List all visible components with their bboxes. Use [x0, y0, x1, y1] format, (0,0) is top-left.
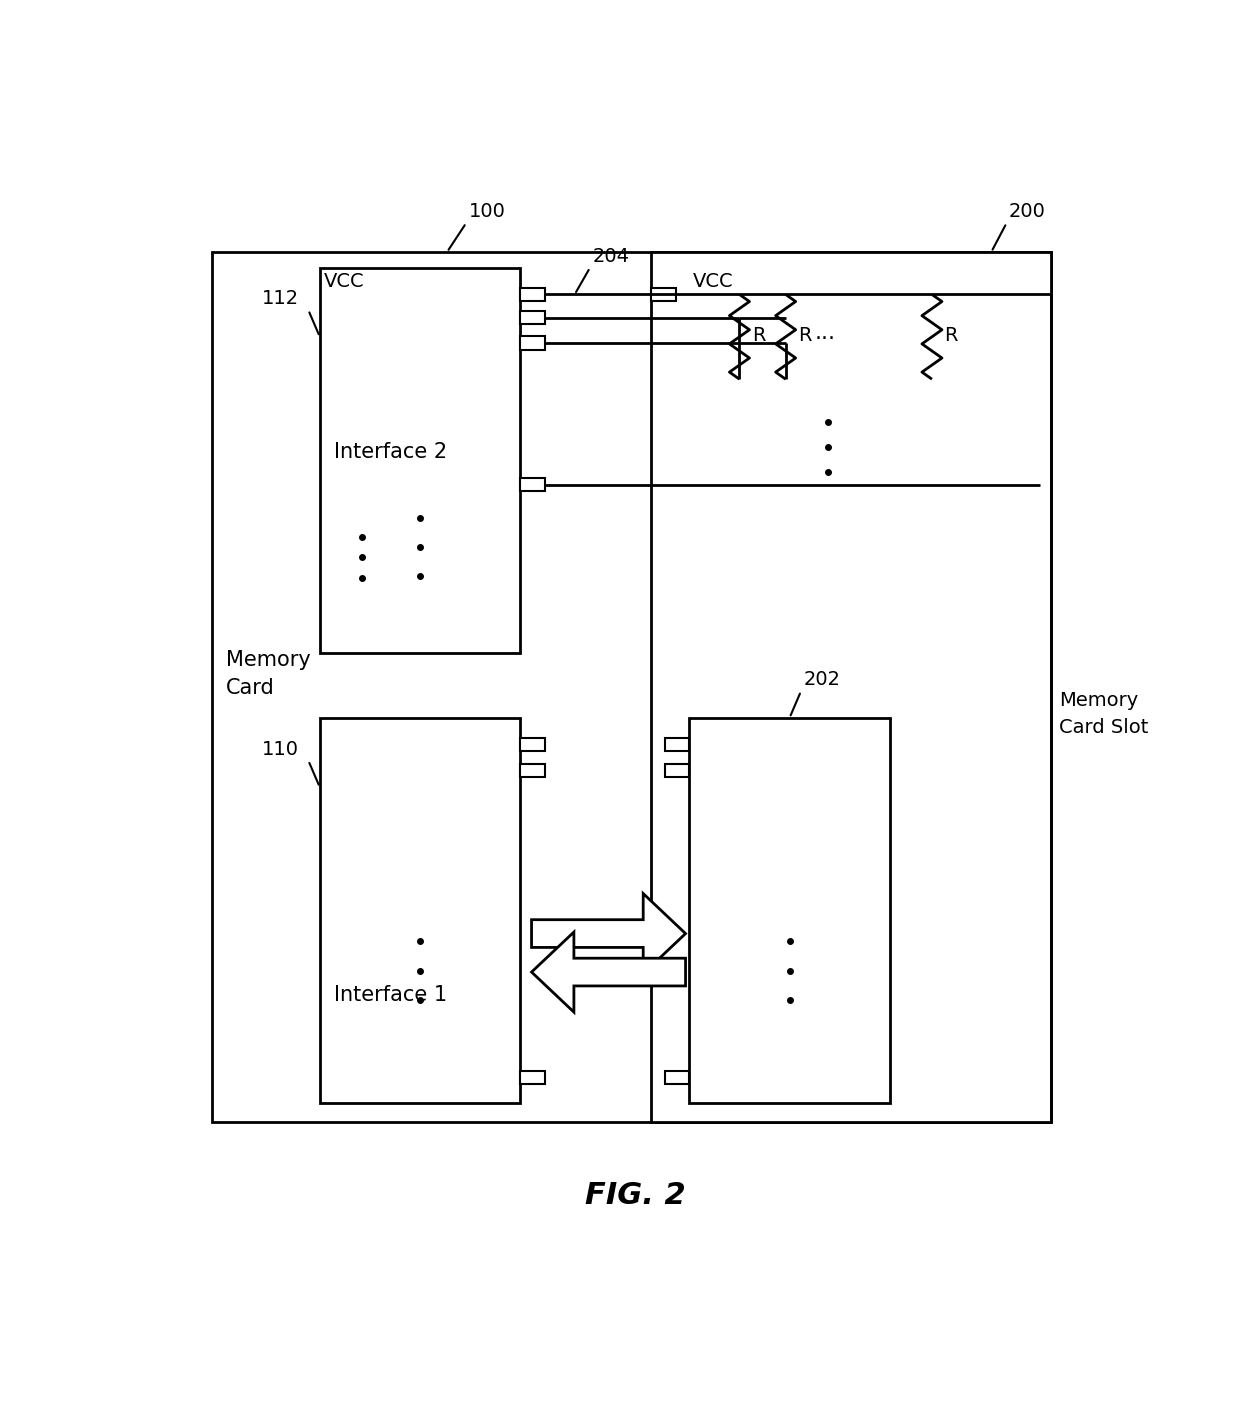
Bar — [520, 738, 544, 752]
Bar — [651, 252, 1052, 1122]
Bar — [520, 287, 544, 301]
Text: 100: 100 — [469, 203, 506, 221]
Text: ...: ... — [815, 322, 836, 342]
Bar — [520, 1071, 544, 1084]
Bar — [665, 763, 689, 777]
Text: FIG. 2: FIG. 2 — [585, 1181, 686, 1209]
Text: VCC: VCC — [693, 272, 734, 290]
Bar — [651, 287, 676, 301]
Text: R: R — [751, 325, 765, 345]
Bar — [520, 337, 544, 349]
Polygon shape — [532, 894, 686, 973]
Text: 202: 202 — [804, 670, 841, 690]
Bar — [212, 252, 1052, 1122]
Text: Memory
Card: Memory Card — [226, 649, 310, 698]
Text: R: R — [945, 325, 957, 345]
Bar — [520, 479, 544, 491]
Text: Interface 1: Interface 1 — [334, 986, 446, 1005]
Bar — [320, 268, 520, 652]
Bar — [520, 763, 544, 777]
Bar — [689, 718, 889, 1102]
Bar — [665, 1071, 689, 1084]
Text: 204: 204 — [593, 246, 630, 266]
Text: VCC: VCC — [324, 272, 365, 290]
Text: Interface 2: Interface 2 — [334, 442, 446, 462]
Text: 112: 112 — [262, 289, 299, 308]
Text: 200: 200 — [1009, 203, 1045, 221]
Text: 110: 110 — [262, 739, 299, 759]
Polygon shape — [532, 932, 686, 1012]
Bar — [665, 738, 689, 752]
Text: R: R — [799, 325, 811, 345]
Text: Memory
Card Slot: Memory Card Slot — [1059, 691, 1148, 736]
Bar — [320, 718, 520, 1102]
Bar — [520, 311, 544, 324]
